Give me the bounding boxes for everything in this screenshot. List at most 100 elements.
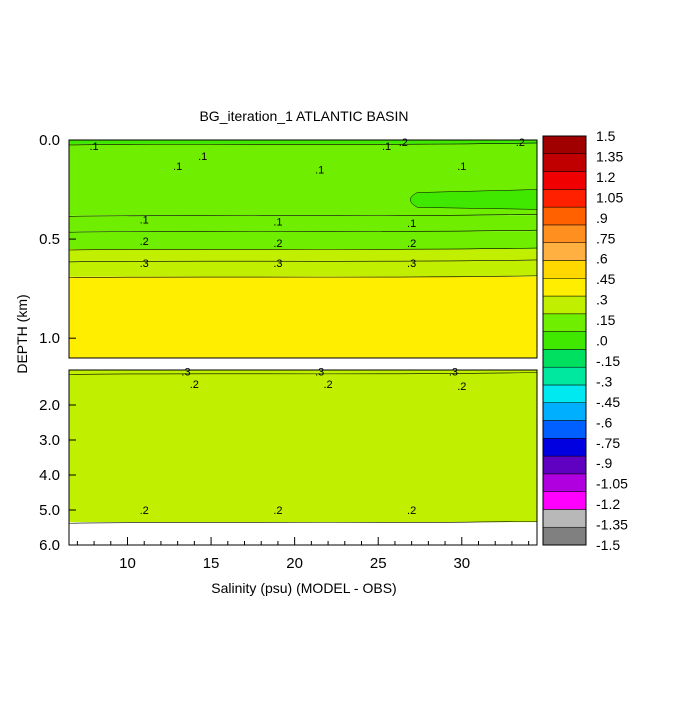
colorbar: 1.5 1.35 1.2 1.05 .9 .75 .6 .45 .3 .15 .0 -.15 -.3 -.…	[542, 128, 628, 553]
contour-band	[69, 522, 537, 545]
x-tick-label: 10	[119, 555, 136, 572]
bottom-panel: .3.3.3.2.2.2.2.2.22.03.04.05.06.010 15 20 2…	[39, 366, 538, 572]
colorbar-label: 1.05	[596, 189, 623, 205]
colorbar-label: .9	[596, 210, 608, 226]
colorbar-swatch	[542, 455, 587, 475]
colorbar-swatch	[542, 313, 587, 332]
contour-line	[68, 372, 538, 375]
y-tick-label: 1.0	[39, 330, 60, 347]
contour-band	[69, 231, 537, 249]
colorbar-swatch	[542, 473, 587, 492]
panel-frame	[68, 139, 538, 359]
contour-label: .2	[457, 381, 466, 393]
contour-line	[68, 142, 538, 146]
contour-label: .2	[273, 238, 282, 250]
contour-label: .2	[407, 238, 416, 250]
contour-label: .3	[273, 258, 282, 270]
contour-label: .2	[140, 236, 149, 248]
colorbar-label: .0	[596, 333, 608, 349]
contour-label: .1	[457, 161, 466, 173]
colorbar-swatch	[542, 402, 587, 421]
contour-label: .1	[140, 214, 149, 226]
colorbar-label: .15	[596, 312, 616, 328]
contour-label: .2	[323, 379, 332, 391]
colorbar-label: -1.5	[596, 537, 620, 553]
colorbar-label: 1.35	[596, 148, 623, 164]
colorbar-label: .45	[596, 271, 616, 287]
contour-line	[68, 275, 538, 279]
colorbar-swatch	[542, 509, 587, 528]
colorbar-swatch	[542, 189, 587, 208]
y-tick-label: 6.0	[39, 537, 60, 554]
contour-line	[68, 229, 538, 233]
colorbar-label: .75	[596, 230, 616, 246]
colorbar-swatch	[542, 295, 587, 315]
contour-band	[69, 249, 537, 261]
colorbar-label: .3	[596, 292, 608, 308]
contour-label: .1	[315, 165, 324, 177]
contour-label: .3	[315, 366, 324, 378]
contour-label: .3	[449, 366, 458, 378]
colorbar-label: .6	[596, 251, 608, 267]
contour-label: .1	[382, 141, 391, 153]
colorbar-label: -1.35	[596, 517, 628, 533]
colorbar-swatch	[542, 171, 587, 190]
y-tick-label: 0.5	[39, 231, 60, 248]
colorbar-label: 1.5	[596, 128, 616, 144]
contour-label: .1	[198, 151, 207, 163]
colorbar-swatch	[542, 491, 587, 510]
colorbar-label: -.15	[596, 353, 620, 369]
contour-label: .2	[190, 379, 199, 391]
colorbar-swatch	[542, 135, 587, 155]
colorbar-label: -1.05	[596, 476, 628, 492]
x-axis-label: Salinity (psu) (MODEL - OBS)	[211, 580, 396, 596]
contour-band	[69, 370, 537, 374]
chart-title: BG_iteration_1 ATLANTIC BASIN	[199, 108, 408, 124]
x-tick-label: 20	[286, 555, 303, 572]
contour-band	[69, 276, 537, 358]
colorbar-swatch	[542, 242, 587, 261]
contour-label: .3	[140, 258, 149, 270]
colorbar-frame	[542, 135, 587, 546]
colorbar-swatch	[542, 331, 587, 350]
contour-band	[69, 373, 537, 523]
contour-patch	[410, 189, 538, 210]
y-tick-label: 5.0	[39, 502, 60, 519]
colorbar-label: 1.2	[596, 169, 616, 185]
contour-label: .1	[173, 161, 182, 173]
y-tick-label: 0.0	[39, 132, 60, 149]
y-tick-label: 2.0	[39, 397, 60, 414]
top-panel: .1 .1 .1 .1 .1 .2 .2 .1 .1 .1 .1 .2 .2 .2 .3 .3 .3 0.0 0.5…	[39, 132, 538, 359]
x-tick-label: 15	[203, 555, 220, 572]
colorbar-label: -1.2	[596, 496, 620, 512]
contour-band	[69, 260, 537, 277]
contour-label: .1	[273, 216, 282, 228]
colorbar-swatch	[542, 420, 587, 439]
contour-label: .3	[407, 258, 416, 270]
contour-label: .2	[516, 137, 525, 149]
contour-line	[68, 520, 538, 524]
contour-label: .3	[181, 366, 190, 378]
x-tick-label: 30	[453, 555, 470, 572]
colorbar-swatch	[542, 224, 587, 243]
contour-band	[69, 140, 537, 144]
contour-label: .2	[273, 505, 282, 517]
y-tick-label: 4.0	[39, 467, 60, 484]
x-tick-label: 25	[370, 555, 387, 572]
colorbar-swatch	[542, 206, 587, 226]
contour-label: .1	[407, 218, 416, 230]
colorbar-swatch	[542, 349, 587, 368]
colorbar-swatch	[542, 526, 587, 546]
colorbar-label: -.6	[596, 414, 613, 430]
panel-frame	[68, 369, 538, 546]
contour-label: .1	[89, 141, 98, 153]
y-axis-label: DEPTH (km)	[14, 294, 30, 373]
colorbar-label: -.3	[596, 373, 613, 389]
contour-label: .2	[140, 505, 149, 517]
y-tick-label: 3.0	[39, 432, 60, 449]
contour-label: .2	[399, 137, 408, 149]
contour-line	[68, 247, 538, 251]
colorbar-swatch	[542, 438, 587, 457]
